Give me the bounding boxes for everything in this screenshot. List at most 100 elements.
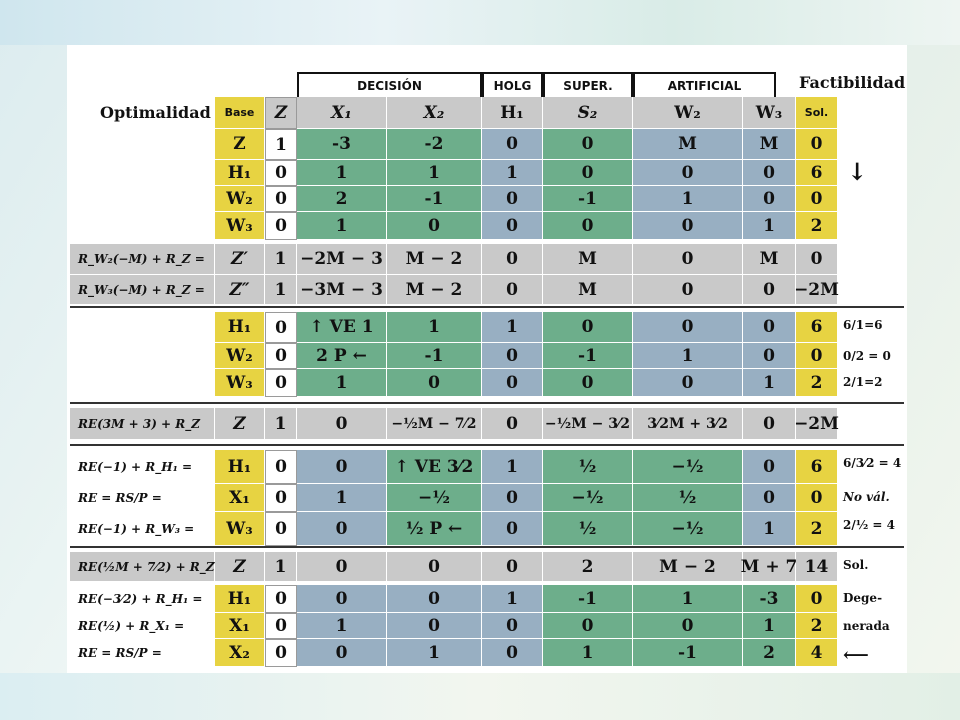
- table-cell: W₃: [215, 212, 265, 240]
- table-cell: Z: [215, 552, 265, 582]
- row-operation-label: RE(½M + 7⁄2) + R_Z =: [70, 552, 229, 582]
- table-cell: 1: [482, 312, 543, 343]
- table-cell: 1: [297, 369, 387, 397]
- table-cell: 0: [297, 408, 387, 440]
- table-cell: 0: [387, 212, 482, 240]
- super-header: SUPER.: [543, 72, 633, 97]
- table-cell: 2: [743, 639, 796, 667]
- row-operation-label: R_W₃(−M) + R_Z =: [70, 275, 215, 305]
- section-separator-1: [70, 402, 904, 404]
- table-cell: 3⁄2M + 3⁄2: [633, 408, 743, 440]
- column-header-3: X₂: [387, 97, 482, 129]
- table-cell: W₂: [215, 343, 265, 369]
- table-cell: M: [543, 244, 633, 275]
- table-cell: -1: [633, 639, 743, 667]
- table-cell: 0: [265, 613, 297, 639]
- table-cell: −½: [543, 484, 633, 512]
- table-cell: 1: [482, 585, 543, 613]
- table-cell: 0: [265, 585, 297, 613]
- table-cell: 0: [387, 613, 482, 639]
- table-cell: 1: [743, 212, 796, 240]
- table-cell: M: [743, 244, 796, 275]
- table-cell: 0: [297, 450, 387, 484]
- table-cell: Z: [215, 408, 265, 440]
- table-cell: 0: [482, 275, 543, 305]
- row-operation-label: RE(3M + 3) + R_Z: [70, 408, 215, 440]
- holg-header: HOLG: [482, 72, 543, 97]
- table-cell: 6: [796, 312, 838, 343]
- section-separator-2: [70, 444, 904, 446]
- table-cell: M: [543, 275, 633, 305]
- table-cell: 14: [796, 552, 838, 582]
- table-cell: 0: [297, 585, 387, 613]
- table-cell: 0: [482, 639, 543, 667]
- table-cell: ↑ VE 3⁄2: [387, 450, 482, 484]
- table-cell: X₁: [215, 484, 265, 512]
- row-operation-label: RE(½) + R_X₁ =: [70, 613, 215, 639]
- table-cell: −½: [633, 512, 743, 546]
- table-cell: 1: [543, 639, 633, 667]
- table-cell: -2: [387, 129, 482, 160]
- decision-header: DECISIÓN: [297, 72, 482, 97]
- row-operation-label: [70, 186, 215, 212]
- table-cell: 2: [543, 552, 633, 582]
- section-separator-0: [70, 306, 904, 308]
- table-cell: M + 7: [741, 552, 797, 582]
- column-header-0: Base: [215, 97, 265, 129]
- table-cell: 0: [482, 343, 543, 369]
- table-cell: -1: [387, 343, 482, 369]
- factibilidad-label: Factibilidad: [799, 73, 906, 92]
- ratio-value: Sol.: [843, 558, 869, 572]
- table-cell: 0: [743, 312, 796, 343]
- table-cell: 0: [265, 512, 297, 546]
- table-cell: W₃: [215, 512, 265, 546]
- row-operation-label: RE(−1) + R_W₃ =: [70, 512, 215, 546]
- table-cell: 0: [482, 408, 543, 440]
- table-cell: 1: [633, 186, 743, 212]
- table-cell: −½: [633, 450, 743, 484]
- table-cell: 1: [297, 160, 387, 186]
- ratio-value: nerada: [843, 619, 890, 633]
- table-cell: 1: [387, 160, 482, 186]
- table-cell: 0: [543, 312, 633, 343]
- ratio-value: 6/1=6: [843, 318, 883, 332]
- table-cell: M − 2: [387, 275, 482, 305]
- table-cell: -3: [743, 585, 796, 613]
- table-cell: −2M − 3: [297, 244, 387, 275]
- table-cell: X₂: [215, 639, 265, 667]
- table-cell: 0: [265, 160, 297, 186]
- background-swoosh-top: [0, 0, 960, 45]
- row-operation-label: [70, 160, 215, 186]
- table-cell: 0: [796, 343, 838, 369]
- table-cell: 1: [265, 552, 297, 582]
- table-cell: −½M − 7⁄2: [387, 408, 482, 440]
- table-cell: -3: [297, 129, 387, 160]
- row-operation-label: RE(−1) + R_H₁ =: [70, 450, 215, 484]
- table-cell: 0: [265, 343, 297, 369]
- table-cell: 0: [482, 512, 543, 546]
- table-cell: Z″: [215, 275, 265, 305]
- column-header-2: X₁: [297, 97, 387, 129]
- table-cell: 0: [743, 408, 796, 440]
- arrow-down-icon: ↓: [847, 157, 868, 186]
- table-cell: ½: [633, 484, 743, 512]
- table-cell: 1: [633, 343, 743, 369]
- table-cell: 0: [482, 212, 543, 240]
- table-cell: 6: [796, 160, 838, 186]
- table-cell: -1: [387, 186, 482, 212]
- table-cell: -1: [543, 186, 633, 212]
- row-operation-label: [70, 212, 215, 240]
- table-cell: −½M − 3⁄2: [543, 408, 633, 440]
- table-cell: 2: [796, 512, 838, 546]
- table-cell: 2: [796, 212, 838, 240]
- table-cell: 0: [297, 552, 387, 582]
- table-cell: 4: [796, 639, 838, 667]
- table-cell: H₁: [215, 450, 265, 484]
- table-cell: 0: [796, 585, 838, 613]
- table-cell: M − 2: [387, 244, 482, 275]
- table-cell: W₃: [215, 369, 265, 397]
- table-cell: 0: [543, 129, 633, 160]
- table-cell: -1: [543, 343, 633, 369]
- row-operation-label: RE(−3⁄2) + R_H₁ =: [70, 585, 215, 613]
- table-cell: 0: [482, 484, 543, 512]
